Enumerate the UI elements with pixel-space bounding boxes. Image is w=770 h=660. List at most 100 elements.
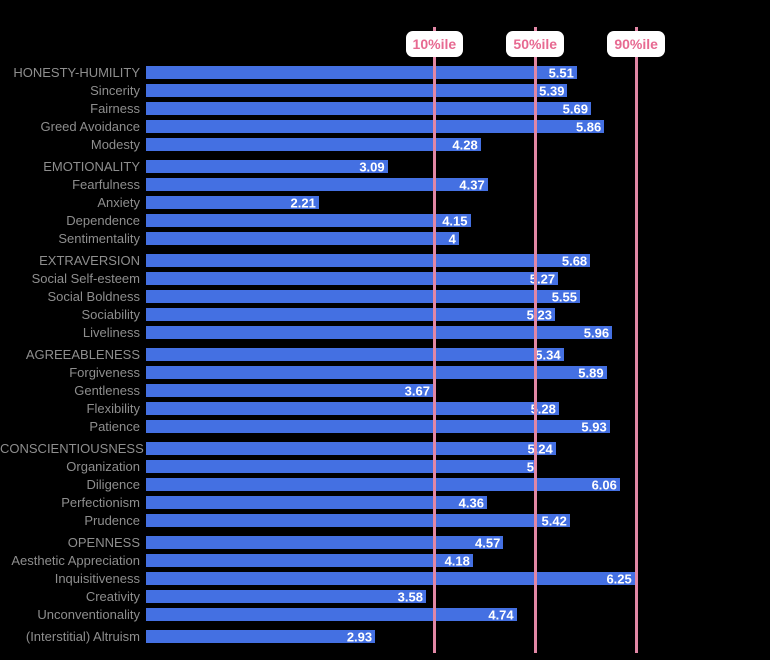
trait-bar: 5.96 bbox=[146, 325, 613, 340]
percentile-label: 90%ile bbox=[607, 31, 665, 57]
trait-bar: 5.51 bbox=[146, 65, 577, 80]
percentile-label: 50%ile bbox=[506, 31, 565, 57]
trait-label: Creativity bbox=[85, 589, 140, 604]
trait-bar: 2.21 bbox=[146, 195, 319, 210]
trait-label: Modesty bbox=[90, 137, 140, 152]
trait-value: 5.96 bbox=[583, 325, 610, 340]
bar-row: Perfectionism 4.36 bbox=[0, 495, 770, 510]
bar-row: Liveliness 5.96 bbox=[0, 325, 770, 340]
trait-bar: 4.37 bbox=[146, 177, 488, 192]
trait-bar: 4.57 bbox=[146, 535, 504, 550]
trait-bar: 5.28 bbox=[146, 401, 559, 416]
trait-bar: 6.06 bbox=[146, 477, 620, 492]
trait-value: 2.93 bbox=[346, 629, 373, 644]
trait-label: OPENNESS bbox=[67, 535, 140, 550]
trait-bar: 4.15 bbox=[146, 213, 471, 228]
trait-value: 4.36 bbox=[458, 495, 484, 510]
trait-label: Prudence bbox=[84, 513, 140, 528]
bar-row: Sociability 5.23 bbox=[0, 307, 770, 322]
trait-value: 4 bbox=[448, 231, 456, 246]
trait-label: Forgiveness bbox=[69, 365, 140, 380]
trait-label: EXTRAVERSION bbox=[39, 253, 140, 268]
trait-value: 4.74 bbox=[488, 607, 514, 622]
trait-bar: 3.67 bbox=[146, 383, 433, 398]
bar-row: Organization 5 bbox=[0, 459, 770, 474]
trait-bar: 5.39 bbox=[146, 83, 568, 98]
bar-row: Fearfulness 4.37 bbox=[0, 177, 770, 192]
trait-bar: 3.58 bbox=[146, 589, 426, 604]
trait-value: 5.69 bbox=[562, 101, 588, 116]
percentile-line-10 bbox=[433, 27, 437, 653]
trait-bar: 5.68 bbox=[146, 253, 591, 268]
trait-bar: 6.25 bbox=[146, 571, 635, 586]
trait-label: Perfectionism bbox=[61, 495, 140, 510]
trait-bar: 5 bbox=[146, 459, 537, 474]
trait-value: 5.42 bbox=[541, 513, 567, 528]
bar-row: EXTRAVERSION 5.68 bbox=[0, 253, 770, 268]
trait-value: 6.25 bbox=[606, 571, 632, 586]
trait-value: 5.93 bbox=[581, 419, 607, 434]
trait-value: 4.15 bbox=[442, 213, 468, 228]
bar-row: Prudence 5.42 bbox=[0, 513, 770, 528]
trait-bar: 5.34 bbox=[146, 347, 564, 362]
bar-row: Inquisitiveness 6.25 bbox=[0, 571, 770, 586]
bar-row: Forgiveness 5.89 bbox=[0, 365, 770, 380]
trait-label: EMOTIONALITY bbox=[43, 159, 140, 174]
trait-bar: 2.93 bbox=[146, 629, 376, 644]
trait-label: CONSCIENTIOUSNESS bbox=[0, 441, 144, 456]
trait-label: Social Self-esteem bbox=[31, 271, 140, 286]
bar-row: EMOTIONALITY 3.09 bbox=[0, 159, 770, 174]
percentile-line-90 bbox=[634, 27, 638, 653]
trait-bar: 4.74 bbox=[146, 607, 517, 622]
bar-row: Unconventionality 4.74 bbox=[0, 607, 770, 622]
bar-row: Social Self-esteem 5.27 bbox=[0, 271, 770, 286]
trait-label: Sociability bbox=[81, 307, 140, 322]
trait-bar: 4 bbox=[146, 231, 459, 246]
trait-bar: 5.23 bbox=[146, 307, 555, 322]
trait-value: 5.24 bbox=[527, 441, 553, 456]
trait-bar: 4.28 bbox=[146, 137, 481, 152]
trait-label: Unconventionality bbox=[37, 607, 140, 622]
bar-row: Dependence 4.15 bbox=[0, 213, 770, 228]
trait-value: 5.55 bbox=[551, 289, 577, 304]
bar-row: Social Boldness 5.55 bbox=[0, 289, 770, 304]
trait-label: (Interstitial) Altruism bbox=[25, 629, 140, 644]
trait-label: Flexibility bbox=[86, 401, 140, 416]
trait-value: 5.89 bbox=[578, 365, 604, 380]
trait-bar: 5.86 bbox=[146, 119, 605, 134]
trait-value: 2.21 bbox=[290, 195, 316, 210]
trait-bar: 5.24 bbox=[146, 441, 556, 456]
trait-value: 3.58 bbox=[397, 589, 423, 604]
trait-label: Fairness bbox=[90, 101, 140, 116]
bar-row: Patience 5.93 bbox=[0, 419, 770, 434]
bar-row: Sincerity 5.39 bbox=[0, 83, 770, 98]
trait-value: 5.23 bbox=[526, 307, 552, 322]
trait-bar: 5.55 bbox=[146, 289, 580, 304]
bar-row: Gentleness 3.67 bbox=[0, 383, 770, 398]
trait-value: 3.67 bbox=[404, 383, 430, 398]
bar-row: Fairness 5.69 bbox=[0, 101, 770, 116]
trait-value: 3.09 bbox=[359, 159, 385, 174]
trait-bar: 3.09 bbox=[146, 159, 388, 174]
trait-label: Inquisitiveness bbox=[54, 571, 140, 586]
bar-row: Flexibility 5.28 bbox=[0, 401, 770, 416]
trait-label: Gentleness bbox=[74, 383, 140, 398]
bar-row: AGREEABLENESS 5.34 bbox=[0, 347, 770, 362]
trait-label: Organization bbox=[66, 459, 140, 474]
trait-label: AGREEABLENESS bbox=[25, 347, 140, 362]
trait-bar: 5.89 bbox=[146, 365, 607, 380]
trait-label: Diligence bbox=[86, 477, 140, 492]
trait-bar: 5.42 bbox=[146, 513, 570, 528]
trait-label: Liveliness bbox=[82, 325, 140, 340]
bar-row: Modesty 4.28 bbox=[0, 137, 770, 152]
bar-row: (Interstitial) Altruism 2.93 bbox=[0, 629, 770, 644]
bar-row: Diligence 6.06 bbox=[0, 477, 770, 492]
trait-bar: 5.27 bbox=[146, 271, 559, 286]
bar-row: OPENNESS 4.57 bbox=[0, 535, 770, 550]
trait-label: Patience bbox=[89, 419, 140, 434]
trait-value: 5.34 bbox=[535, 347, 561, 362]
trait-label: Dependence bbox=[66, 213, 140, 228]
trait-label: Anxiety bbox=[97, 195, 140, 210]
bar-row: CONSCIENTIOUSNESS 5.24 bbox=[0, 441, 770, 456]
